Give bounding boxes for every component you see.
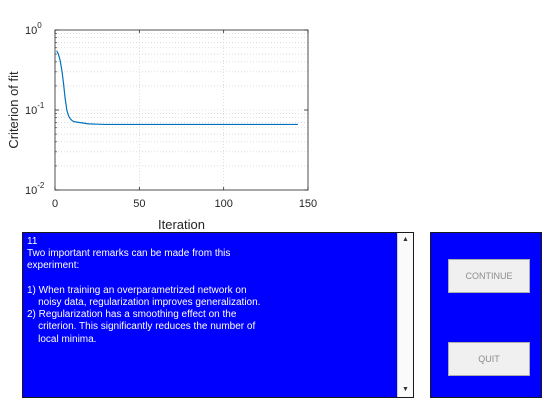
x-tick-label: 0 bbox=[52, 198, 58, 210]
y-tick-label-exponent: -2 bbox=[37, 181, 45, 190]
y-tick-label-base: 10 bbox=[25, 25, 37, 37]
y-tick-label-exponent: 0 bbox=[37, 21, 42, 30]
explanation-text: 11 Two important remarks can be made fro… bbox=[27, 236, 261, 345]
y-tick-label: 10-2 bbox=[25, 181, 45, 197]
x-axis-label: Iteration bbox=[158, 217, 205, 232]
explanation-panel: 11 Two important remarks can be made fro… bbox=[22, 232, 414, 398]
y-tick-label-exponent: -1 bbox=[37, 101, 45, 110]
x-tick-label: 100 bbox=[214, 198, 232, 210]
scroll-up-icon[interactable]: ▲ bbox=[402, 236, 409, 243]
criterion-line bbox=[56, 50, 298, 126]
x-tick-label: 150 bbox=[299, 198, 317, 210]
plot-grid bbox=[54, 30, 309, 191]
x-tick-label: 50 bbox=[133, 198, 145, 210]
continue-button[interactable]: CONTINUE bbox=[448, 259, 530, 293]
plot-area-frame bbox=[54, 29, 309, 191]
control-panel: CONTINUE QUIT bbox=[430, 232, 542, 398]
y-tick-label: 100 bbox=[25, 21, 42, 37]
y-tick-label-base: 10 bbox=[25, 185, 37, 197]
quit-button[interactable]: QUIT bbox=[448, 342, 530, 376]
scroll-down-icon[interactable]: ▼ bbox=[402, 386, 409, 393]
vertical-scrollbar[interactable]: ▲ ▼ bbox=[397, 233, 413, 397]
y-tick-label-base: 10 bbox=[25, 105, 37, 117]
y-axis-label: Criterion of fit bbox=[6, 71, 21, 149]
y-tick-label: 10-1 bbox=[25, 101, 45, 117]
